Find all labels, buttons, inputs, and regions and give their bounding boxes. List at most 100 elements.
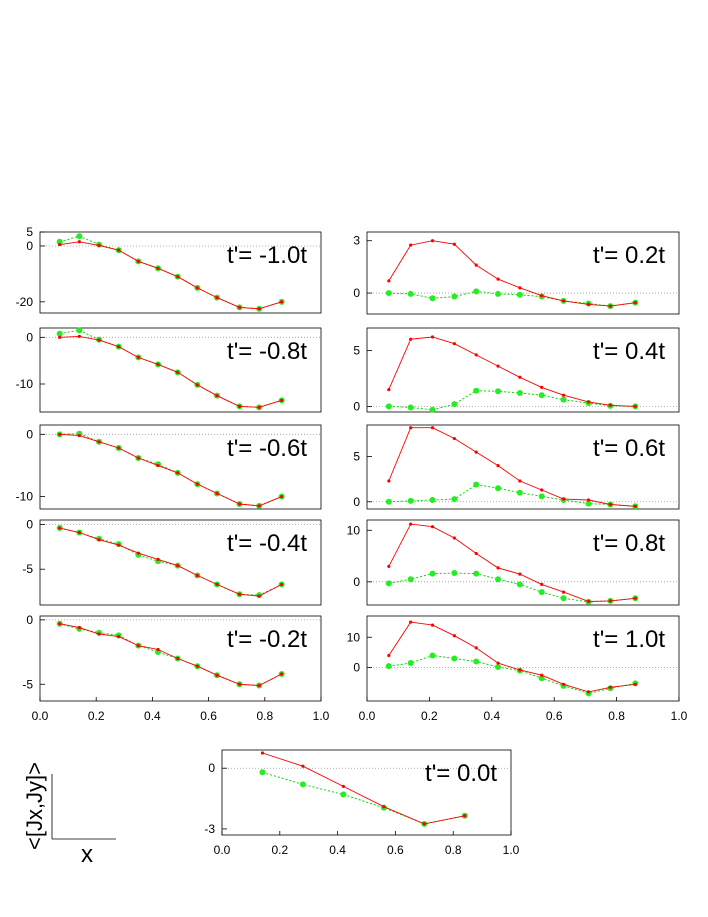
panel-frame xyxy=(366,519,680,606)
red-data-point xyxy=(156,557,160,561)
panel-frame xyxy=(39,327,322,413)
x-tick-label: 0.6 xyxy=(387,843,404,857)
green-data-point xyxy=(429,406,436,413)
red-data-point xyxy=(97,338,101,342)
green-data-point xyxy=(473,481,480,488)
red-data-point xyxy=(496,566,500,570)
red-data-point xyxy=(156,647,160,652)
red-data-point xyxy=(280,582,284,587)
green-data-point xyxy=(56,330,63,337)
red-data-point xyxy=(176,471,180,475)
green-data-point xyxy=(429,570,436,577)
green-data-point xyxy=(407,404,414,411)
green-data-point xyxy=(299,781,306,788)
x-tick-label: 0.4 xyxy=(144,709,161,723)
axis-legend-xlabel: x xyxy=(81,841,93,868)
red-data-point xyxy=(387,388,391,392)
green-data-point xyxy=(429,652,436,659)
panel: 5 0 t'= 0.6t xyxy=(353,424,680,510)
green-data-point xyxy=(407,576,414,583)
green-series-line xyxy=(388,572,636,603)
red-data-point xyxy=(633,504,637,508)
red-data-point xyxy=(409,426,413,430)
y-tick-label: 3 xyxy=(353,234,360,248)
red-series-line xyxy=(59,335,282,408)
green-data-point xyxy=(516,581,523,588)
green-data-point xyxy=(473,387,480,394)
green-data-point xyxy=(495,664,502,670)
green-data-point xyxy=(451,293,458,300)
green-series-line xyxy=(388,654,636,694)
red-data-point xyxy=(540,582,544,586)
panel: 50 -20 t'= -1.0t xyxy=(16,225,322,314)
red-data-point xyxy=(463,814,467,818)
red-data-point xyxy=(195,664,199,668)
red-data-point xyxy=(215,491,219,496)
red-data-point xyxy=(58,335,62,339)
red-data-point xyxy=(496,464,500,468)
x-tick-label: 0.4 xyxy=(483,709,500,723)
x-tick-label: 0.0 xyxy=(359,709,376,723)
red-data-point xyxy=(341,784,345,789)
red-data-point xyxy=(176,656,180,661)
red-data-point xyxy=(136,355,140,359)
green-data-point xyxy=(473,288,480,295)
panel: 5 0 t'= 0.4t xyxy=(353,327,680,413)
green-data-point xyxy=(495,485,502,492)
red-data-point xyxy=(280,494,284,499)
red-data-point xyxy=(518,375,522,379)
green-data-point xyxy=(385,498,392,505)
panel-label: t'= 0.2t xyxy=(593,242,665,269)
red-data-point xyxy=(540,488,544,492)
red-data-point xyxy=(257,504,261,508)
panel-label: t'= -0.8t xyxy=(227,338,307,365)
panel-label: t'= -1.0t xyxy=(227,242,307,269)
x-tick-label: 0.2 xyxy=(88,709,105,723)
red-series-line xyxy=(262,752,465,825)
red-data-point xyxy=(117,543,121,547)
panel-frame xyxy=(366,615,680,702)
red-series-line xyxy=(388,427,636,507)
red-data-point xyxy=(257,307,261,311)
panel-frame xyxy=(39,231,322,314)
green-data-point xyxy=(516,489,523,496)
axis-legend: <[Jx,Jy]> x xyxy=(22,762,116,868)
red-data-point xyxy=(237,404,242,408)
y-tick-label: 10 xyxy=(347,630,361,644)
panel-label: t'= -0.2t xyxy=(227,626,307,653)
red-series-line xyxy=(388,336,636,407)
green-data-point xyxy=(538,493,545,500)
green-series-line xyxy=(388,484,636,507)
green-data-point xyxy=(538,675,545,682)
x-tick-label: 0.4 xyxy=(329,843,346,857)
red-data-point xyxy=(474,646,478,650)
red-data-point xyxy=(540,294,544,298)
red-data-point xyxy=(633,682,637,686)
red-data-point xyxy=(633,596,637,600)
red-series-line xyxy=(59,241,282,310)
red-data-point xyxy=(561,497,566,501)
red-data-point xyxy=(156,266,160,270)
panel-label: t'= -0.4t xyxy=(227,530,307,557)
red-data-point xyxy=(474,551,478,556)
red-data-point xyxy=(176,564,180,568)
red-data-point xyxy=(257,405,261,409)
green-data-point xyxy=(451,570,458,577)
red-series-line xyxy=(388,523,636,602)
red-data-point xyxy=(518,668,522,672)
red-data-point xyxy=(117,248,121,252)
red-data-point xyxy=(156,463,160,468)
y-tick-label: -5 xyxy=(22,677,33,691)
red-series-line xyxy=(388,621,636,693)
red-data-point xyxy=(156,362,160,366)
green-series-line xyxy=(59,527,282,596)
red-data-point xyxy=(117,446,121,450)
panel-frame xyxy=(366,327,680,413)
red-data-point xyxy=(496,277,500,281)
red-data-point xyxy=(540,385,544,389)
green-data-point xyxy=(451,401,458,408)
red-data-point xyxy=(117,635,121,639)
red-data-point xyxy=(608,599,612,603)
